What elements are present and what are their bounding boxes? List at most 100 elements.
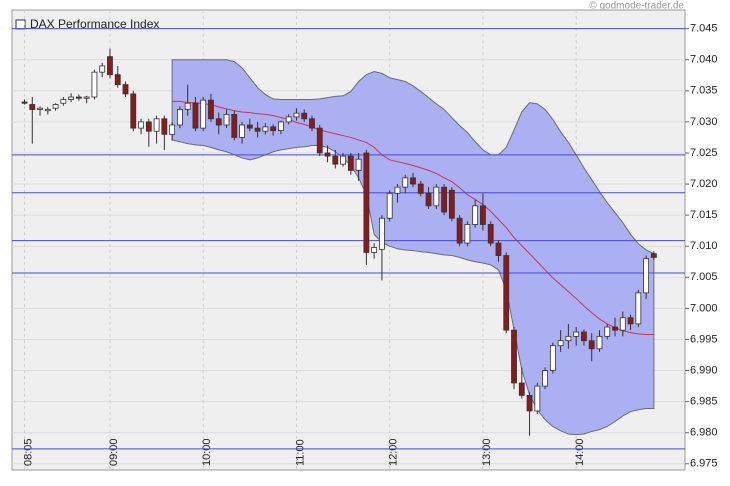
candle-body (75, 96, 82, 99)
y-tick-label: 7.020 (690, 178, 718, 190)
y-tick-label: 7.045 (690, 23, 718, 35)
candle-body (635, 292, 642, 325)
candle-body (169, 124, 176, 135)
x-tick-label: 14:00 (574, 438, 586, 466)
candle-body (68, 96, 75, 100)
candle-body (565, 335, 572, 342)
plot: 6.975 6.980 6.985 6.990 6.995 7.000 7.005 7.010… (12, 10, 718, 470)
x-tick-label: 08:05 (22, 438, 34, 466)
candle-body (44, 109, 51, 112)
candle-body (107, 56, 113, 76)
candle-body (332, 155, 339, 165)
candle-body (285, 116, 292, 123)
candle-body (301, 112, 308, 120)
candle-body (340, 155, 346, 165)
candle-body (262, 126, 269, 132)
x-tick-label: 10:00 (201, 438, 213, 466)
source: © godmode-trader.de (589, 1, 684, 12)
candle-body (309, 118, 315, 129)
candle-body (347, 155, 354, 171)
candle-body (425, 192, 432, 207)
candle-body (456, 217, 463, 244)
x-tick-label: 13:00 (481, 438, 493, 466)
candle-body (200, 99, 207, 129)
candle-body (542, 370, 548, 387)
candle-body (239, 124, 245, 138)
y-tick-label: 6.995 (690, 333, 718, 345)
y-tick-label: 6.975 (690, 458, 718, 470)
candle-body (21, 101, 28, 104)
candle-body (511, 329, 517, 384)
y-tick-label: 7.025 (690, 147, 718, 159)
y-tick-label: 7.010 (690, 240, 718, 252)
chart-title: DAX Performance Index (30, 17, 159, 31)
candle-body (223, 114, 230, 126)
candle-body (254, 127, 261, 132)
candle-body (91, 71, 98, 98)
candle-body (557, 340, 564, 347)
candle-body (324, 152, 331, 157)
candle-body (138, 121, 144, 129)
y-tick-label: 7.035 (690, 85, 718, 97)
candle-body (480, 205, 486, 225)
candle-body (394, 186, 401, 194)
candle-body (433, 186, 440, 207)
candle-body (464, 224, 471, 244)
candle-body (246, 124, 253, 129)
candle-body (596, 335, 603, 350)
candle-body (153, 118, 160, 132)
candle-body (534, 385, 541, 412)
candle-body (619, 317, 626, 331)
candle-body (472, 205, 479, 225)
candle-body (316, 127, 323, 154)
candle-body (130, 93, 137, 129)
candle-body (386, 192, 393, 219)
candle-body (37, 107, 43, 110)
candle-body (379, 217, 385, 250)
candle-body (650, 253, 657, 258)
candle-body (371, 247, 378, 253)
x-tick-label: 09:00 (108, 438, 120, 466)
candle-body (161, 118, 168, 135)
candle-body (176, 109, 183, 126)
candle-body (487, 224, 494, 244)
candle-body (410, 177, 416, 185)
candle-body (581, 331, 587, 342)
candle-body (503, 255, 510, 331)
y-tick-label: 7.030 (690, 116, 718, 128)
candle-body (29, 104, 36, 110)
candle-body (604, 326, 611, 337)
candle-body (448, 189, 455, 219)
candle-body (402, 177, 409, 188)
candle-body (114, 74, 121, 85)
candle-body (518, 382, 525, 396)
candle-body (270, 126, 277, 131)
candle-body (215, 118, 222, 126)
candle-body (145, 121, 152, 132)
y-tick-label: 6.985 (690, 396, 718, 408)
candle-body (549, 345, 556, 371)
y-tick-label: 7.015 (690, 209, 718, 221)
candle-body (208, 99, 214, 120)
y-tick-label: 7.005 (690, 271, 718, 283)
candle-body (441, 186, 447, 213)
candle-body (417, 183, 424, 194)
candle-body (99, 65, 106, 73)
x-tick-label: 11:00 (294, 439, 306, 466)
candle-body (60, 99, 67, 104)
candle-body (355, 158, 362, 171)
y-tick-label: 6.980 (690, 427, 718, 439)
y-tick-label: 7.040 (690, 54, 718, 66)
candle-body (588, 340, 595, 350)
candle-body (526, 395, 533, 412)
candle-body (231, 114, 238, 138)
moving-average (172, 100, 654, 335)
candle-body (184, 102, 191, 110)
candle-body (573, 331, 580, 337)
y-tick-label: 6.990 (690, 364, 718, 376)
x-tick-label: 12:00 (388, 438, 400, 466)
candle-body (612, 326, 618, 331)
candle-body (83, 96, 90, 99)
candle-body (293, 112, 300, 118)
